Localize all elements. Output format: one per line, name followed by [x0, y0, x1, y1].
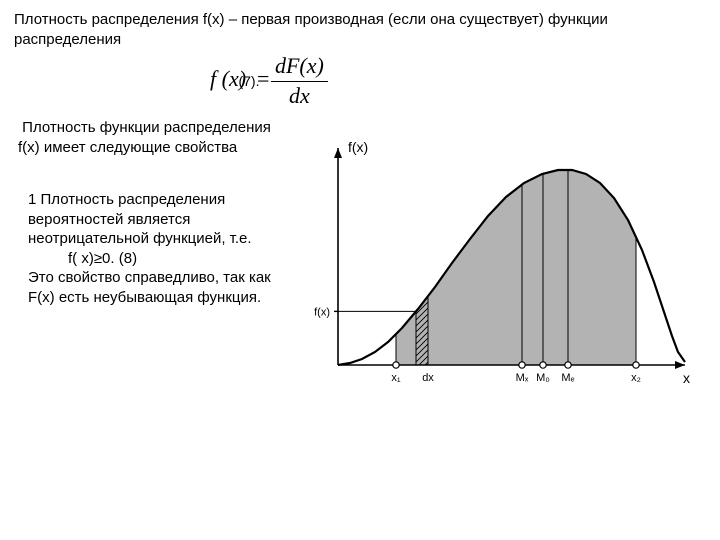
formula-eqnum: (7). [238, 73, 259, 89]
density-chart-svg: f(x) f(x) x x₁ dx Mₓ M₀ Mₑ x₂ [300, 130, 700, 420]
definition-line: Плотность распределения f(x) – первая пр… [14, 11, 608, 48]
property-1-inequality: f( x)≥0. (8) [28, 249, 288, 269]
density-formula: f (x) = (7). dF(x) dx [210, 52, 510, 110]
svg-text:x₂: x₂ [631, 372, 641, 384]
svg-text:Mₓ: Mₓ [516, 372, 529, 384]
svg-text:Mₑ: Mₑ [561, 372, 574, 384]
properties-text: Плотность функции распределения f(x) име… [18, 119, 271, 156]
svg-text:M₀: M₀ [536, 372, 550, 384]
svg-text:f(x): f(x) [348, 139, 368, 155]
svg-text:f(x): f(x) [314, 306, 330, 318]
svg-text:x: x [683, 370, 690, 386]
formula-numerator: dF(x) [271, 52, 328, 82]
property-1-text: 1 Плотность распределения вероятностей я… [28, 190, 288, 249]
density-chart: f(x) f(x) x x₁ dx Mₓ M₀ Mₑ x₂ [300, 130, 700, 420]
svg-text:dx: dx [422, 372, 434, 384]
properties-intro: Плотность функции распределения f(x) име… [18, 118, 278, 157]
formula-denominator: dx [271, 82, 328, 111]
property-1-block: 1 Плотность распределения вероятностей я… [28, 190, 288, 307]
definition-text: Плотность распределения f(x) – первая пр… [14, 10, 704, 49]
svg-text:x₁: x₁ [391, 372, 401, 384]
property-1-justification: Это свойство справедливо, так как F(x) е… [28, 268, 288, 307]
